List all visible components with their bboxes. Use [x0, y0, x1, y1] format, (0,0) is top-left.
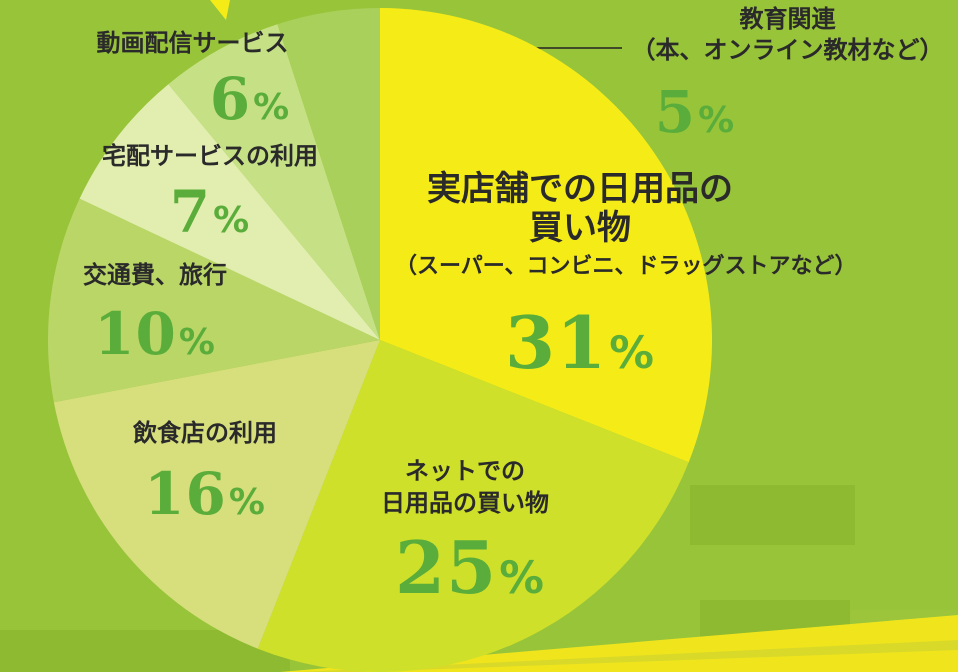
label-physical-store: 実店舗での日用品の 買い物 （スーパー、コンビニ、ドラッグストアなど） — [395, 169, 857, 280]
pie-slice-1 — [257, 340, 689, 672]
label-physical-store-title: 実店舗での日用品の 買い物 — [427, 169, 733, 249]
pie-slice-6 — [277, 8, 380, 340]
label-online-shopping: ネットでの 日用品の買い物 — [381, 457, 549, 518]
pie-slice-0 — [380, 8, 713, 463]
pie-slice-2 — [53, 340, 380, 649]
pct-online-shopping: 25% — [395, 525, 545, 610]
label-travel: 交通費、旅行 — [83, 261, 227, 289]
label-streaming: 動画配信サービス — [96, 29, 289, 57]
pct-physical-store: 31% — [505, 300, 655, 385]
pct-restaurant: 16% — [144, 460, 266, 528]
label-restaurant: 飲食店の利用 — [133, 419, 277, 447]
pie-slice-4 — [79, 84, 380, 340]
label-education: 教育関連 （本、オンライン教材など） — [631, 5, 944, 65]
label-physical-store-sub: （スーパー、コンビニ、ドラッグストアなど） — [395, 254, 857, 280]
label-delivery: 宅配サービスの利用 — [102, 142, 318, 170]
pct-travel: 10% — [94, 300, 216, 368]
pie-slice-3 — [48, 198, 380, 403]
pct-delivery: 7% — [169, 178, 251, 246]
pct-education: 5% — [654, 78, 736, 146]
pct-streaming: 6% — [209, 65, 291, 133]
pie-slice-5 — [168, 24, 380, 340]
